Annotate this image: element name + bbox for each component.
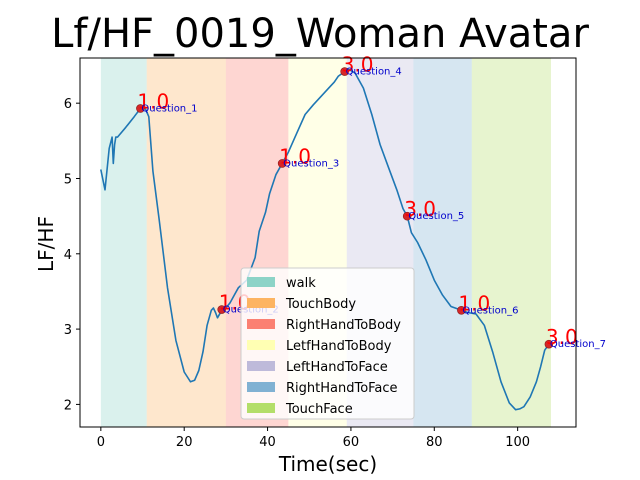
legend: walk TouchBody RightHandToBody LetfHandToBo… (240, 267, 415, 420)
marker-value: 3.0 (342, 53, 374, 77)
marker-value: 1.0 (279, 144, 311, 168)
marker-label: Question_3 (283, 158, 339, 169)
legend-entry: walk (286, 276, 316, 291)
marker-point (340, 67, 349, 76)
y-tick-label: 6 (64, 97, 72, 112)
x-axis-label: Time(sec) (278, 452, 377, 476)
legend-entry: RightHandToFace (286, 381, 398, 396)
x-tick-label: 80 (426, 435, 443, 450)
x-axis-ticks: 0 20 40 60 80 100 (97, 427, 530, 450)
series-layer (100, 68, 550, 411)
x-tick-label: 60 (343, 435, 360, 450)
marker-point (277, 159, 287, 168)
legend-box (240, 267, 415, 420)
marker-point (544, 339, 554, 349)
x-tick-label: 0 (97, 435, 105, 450)
x-tick-label: 20 (176, 435, 193, 450)
legend-swatch (247, 382, 275, 392)
marker-label: Question_6 (462, 305, 518, 316)
y-tick-label: 5 (64, 172, 72, 187)
marker-value: 3.0 (404, 197, 436, 221)
y-tick-label: 4 (64, 248, 72, 263)
question-markers: 1.0Question_11.0Question_21.0Question_33… (136, 53, 606, 350)
legend-entry: LeftHandToFace (286, 360, 388, 375)
legend-entry: LetfHandToBody (286, 339, 392, 354)
region-RightHandToFace (413, 58, 472, 427)
region-TouchBody (146, 58, 226, 427)
chart-title: Lf/HF_0019_Woman Avatar (51, 11, 589, 57)
legend-entry: TouchFace (285, 402, 353, 417)
marker-point (402, 211, 412, 221)
marker-point (217, 305, 227, 314)
y-axis-ticks: 2 3 4 5 6 (64, 97, 80, 413)
legend-swatch (247, 403, 275, 413)
region-TouchFace (471, 58, 551, 427)
marker-value: 1.0 (458, 291, 490, 315)
legend-swatch (247, 319, 275, 329)
marker-point (457, 305, 466, 315)
marker-label: Question_7 (550, 339, 606, 350)
legend-entry: TouchBody (285, 297, 356, 312)
legend-swatch (247, 340, 275, 350)
legend-swatch (247, 298, 275, 308)
marker-label: Question_1 (141, 103, 197, 114)
plot-frame (79, 57, 577, 428)
series-line (100, 68, 550, 411)
x-tick-label: 100 (505, 435, 530, 450)
legend-swatch (247, 361, 275, 371)
legend-entry: RightHandToBody (286, 318, 401, 333)
marker-label: Question_4 (346, 67, 402, 78)
legend-swatch (247, 277, 275, 287)
marker-value: 3.0 (546, 325, 578, 349)
y-tick-label: 3 (64, 323, 72, 338)
marker-label: Question_5 (408, 211, 464, 222)
y-tick-label: 2 (64, 398, 72, 413)
region-walk (100, 58, 147, 427)
x-tick-label: 40 (259, 435, 276, 450)
marker-point (136, 104, 145, 113)
marker-value: 1.0 (137, 89, 169, 113)
y-axis-label: LF/HF (34, 216, 58, 272)
